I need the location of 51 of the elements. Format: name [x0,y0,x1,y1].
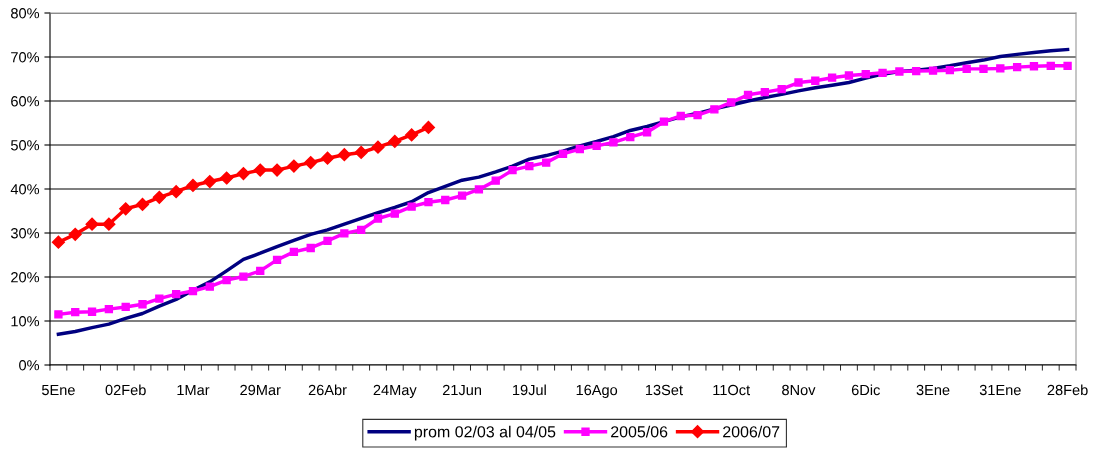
point [304,156,318,170]
point [152,190,166,204]
point [421,120,436,134]
point [320,151,335,165]
y-tick-label: 50% [10,140,40,151]
x-tick-label: 31Ene [979,384,1021,396]
point [371,140,385,154]
x-tick-label: 24May [373,384,417,399]
point [337,148,351,162]
y-tick-label: 20% [11,272,40,283]
point [51,235,65,249]
y-tick-label: 80% [11,8,40,19]
x-tick-label: 11Oct [713,384,751,396]
x-tick-label: 8Nov [782,384,816,396]
x-tick-label: 21Jun [442,384,481,396]
y-tick-label: 0% [19,360,40,371]
point [186,178,200,193]
point [388,134,402,149]
x-tick-label: 5Ene [41,384,75,396]
x-tick-label: 1Mar [177,384,210,396]
point [169,185,183,199]
point [203,174,217,189]
point [270,163,284,177]
point [253,163,267,177]
point [135,197,150,211]
legend-label: prom 02/03 al 04/05 [414,425,556,441]
x-tick-label: 28Feb [1047,384,1088,396]
x-tick-label: 3Ene [916,384,950,396]
point [405,128,419,142]
y-tick-label: 30% [10,228,40,239]
y-tick-label: 10% [11,316,40,327]
legend-label: 2005/06 [611,425,668,438]
y-tick-label: 70% [11,52,40,63]
x-tick-label: 6Dic [851,384,880,396]
x-tick-label: 13Set [645,384,683,396]
x-tick-label: 02Feb [105,384,146,396]
y-tick-label: 60% [11,96,40,107]
x-tick-label: 19Jul [513,384,546,396]
x-tick-label: 16Ago [576,384,618,399]
point [68,227,82,241]
point [354,145,368,160]
legend-label: 2006/07 [723,425,780,438]
y-tick-label: 40% [10,184,40,195]
point [287,159,301,173]
point [102,217,116,231]
point [220,171,234,185]
x-tick-label: 26Abr [308,384,347,396]
point [236,167,251,181]
point [85,217,99,231]
x-tick-label: 29Mar [240,384,281,396]
point [119,202,133,216]
